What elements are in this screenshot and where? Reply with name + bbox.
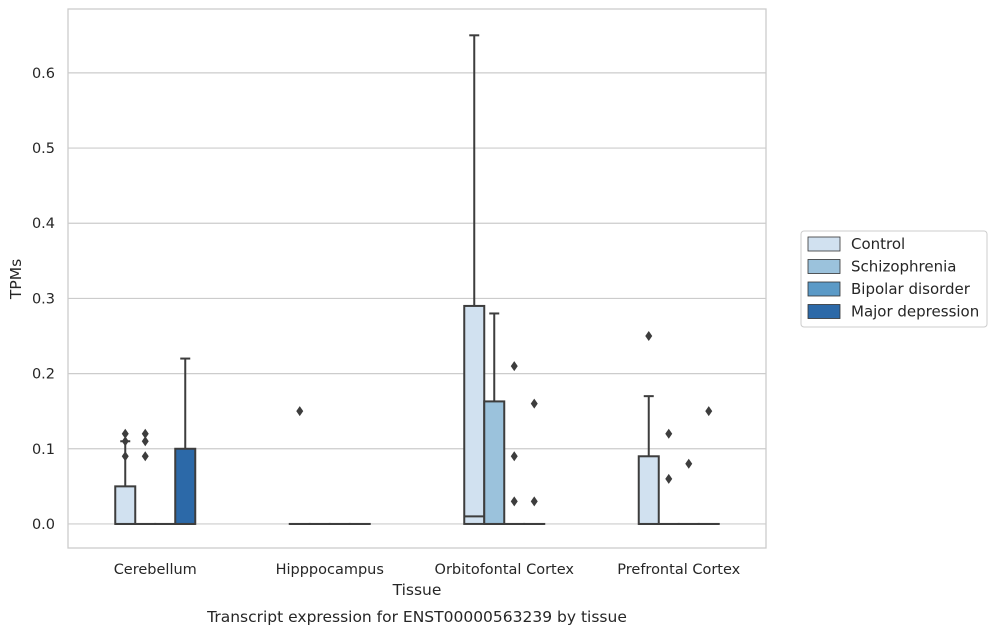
outlier-point <box>510 451 518 462</box>
outlier-point <box>685 458 693 469</box>
outlier-point <box>121 451 129 462</box>
y-tick-label: 0.0 <box>32 517 55 533</box>
box-major-depression <box>174 357 197 525</box>
chart-title: Transcript expression for ENST0000056323… <box>206 608 627 626</box>
legend-swatch <box>807 304 841 319</box>
x-tick-label: Prefrontal Cortex <box>617 562 740 578</box>
outlier-point <box>705 406 713 417</box>
y-tick-labels: 0.0 0.1 0.2 0.3 0.4 0.5 0.6 <box>32 66 55 533</box>
legend-swatch <box>807 281 841 297</box>
y-axis-label: TPMs <box>7 259 25 300</box>
x-tick-labels: Cerebellum Hipppocampus Orbitofontal Corte… <box>114 562 741 578</box>
box-series <box>114 34 720 525</box>
box-bipolar-disorder <box>677 458 700 525</box>
box-body <box>637 455 660 525</box>
box-control <box>288 406 311 525</box>
legend-frame <box>800 230 988 328</box>
box-bipolar-disorder <box>503 361 526 525</box>
outlier-point <box>121 428 129 439</box>
outlier-point <box>530 398 538 409</box>
outlier-point <box>665 473 673 484</box>
outlier-point <box>510 361 518 372</box>
box-major-depression <box>697 406 720 525</box>
outlier-point <box>665 428 673 439</box>
legend-label: Control <box>851 235 905 253</box>
legend-label: Schizophrenia <box>851 258 956 276</box>
outlier-point <box>645 331 653 342</box>
box-body <box>114 485 137 525</box>
box-major-depression <box>523 398 546 525</box>
box-schizophrenia <box>483 312 506 525</box>
box-schizophrenia <box>657 428 680 525</box>
outlier-point <box>141 451 149 462</box>
box-body <box>483 400 506 525</box>
box-control <box>637 331 660 525</box>
box-control <box>114 428 137 525</box>
y-tick-label: 0.4 <box>32 216 55 232</box>
box-schizophrenia <box>134 428 157 525</box>
box-body <box>174 447 197 525</box>
legend-label: Major depression <box>851 303 979 321</box>
legend-swatch <box>807 236 841 252</box>
plot-area-frame <box>67 8 767 549</box>
legend: Control Schizophrenia Bipolar disorder Majo… <box>800 230 988 328</box>
legend-label: Bipolar disorder <box>851 280 971 298</box>
outlier-point <box>141 428 149 439</box>
x-tick-label: Orbitofontal Cortex <box>435 562 575 578</box>
gridlines <box>68 72 766 525</box>
outlier-point <box>141 436 149 447</box>
outlier-point <box>121 436 129 447</box>
y-tick-label: 0.2 <box>32 367 55 383</box>
y-tick-label: 0.3 <box>32 291 55 307</box>
outlier-point <box>530 496 538 507</box>
y-tick-label: 0.6 <box>32 66 55 82</box>
x-axis-label: Tissue <box>392 581 442 599</box>
outlier-point <box>510 496 518 507</box>
outlier-point <box>296 406 304 417</box>
y-tick-label: 0.1 <box>32 442 55 458</box>
box-control <box>463 34 486 525</box>
y-tick-label: 0.5 <box>32 141 55 157</box>
x-tick-label: Hipppocampus <box>276 562 384 578</box>
legend-swatch <box>807 259 841 274</box>
x-tick-label: Cerebellum <box>114 562 197 578</box>
box-body <box>463 304 486 525</box>
